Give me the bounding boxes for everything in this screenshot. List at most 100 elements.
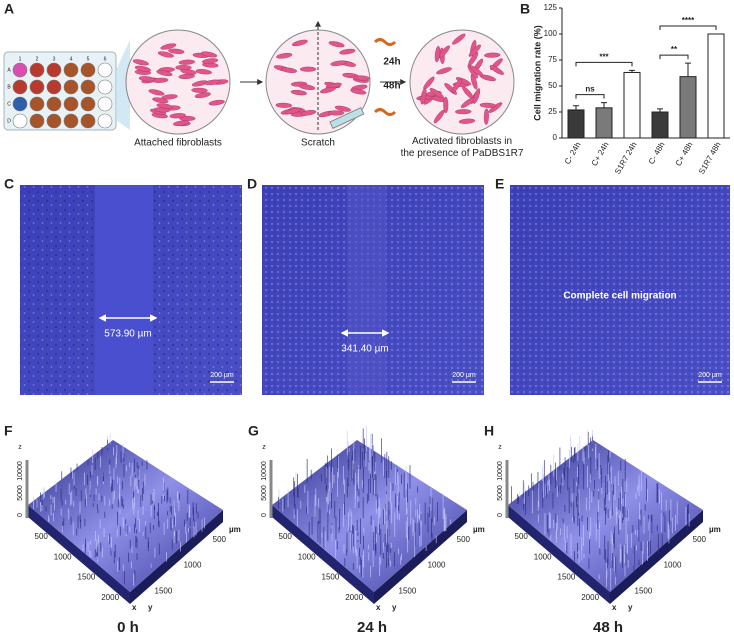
cell (350, 88, 367, 95)
cell (468, 44, 481, 57)
caption: 0 h (117, 619, 139, 636)
image-texture (510, 185, 730, 395)
cell (443, 96, 449, 114)
cell (204, 79, 221, 86)
x-label: x (132, 603, 137, 612)
well (97, 79, 113, 95)
micrograph: 573.90 µm 200 µm (20, 185, 242, 395)
cell (455, 109, 472, 115)
surface-plot: 0 5000 10000 z 500 1000 1500 2000 1500 1000 500 x y µ… (17, 433, 241, 636)
cell (180, 68, 197, 75)
x-tick-label: 500 (35, 532, 49, 541)
step-label-line: the presence of PaDBS1R7 (401, 148, 524, 159)
cell (138, 76, 156, 82)
cell (161, 94, 178, 100)
micrograph: Complete cell migration 200 µm (510, 185, 730, 395)
step-label-line: Activated fibroblasts in (412, 136, 512, 147)
panel-label: H (484, 423, 494, 439)
significance-bracket (659, 25, 717, 30)
surface-plot: 0 5000 10000 z 500 1000 1500 2000 1500 1000 500 x y µ… (497, 429, 721, 636)
cell (420, 88, 427, 105)
x-tick-label: 1500 (322, 573, 340, 582)
unit-label: µm (709, 525, 721, 534)
cell (160, 43, 177, 50)
x-tick-label: 1000 (54, 552, 72, 561)
cell (132, 59, 149, 66)
y-tick-label: 25 (548, 107, 557, 116)
significance-label: ** (671, 45, 678, 54)
y-tick-label: 50 (548, 81, 557, 90)
zoom-cone (116, 40, 130, 130)
cell (472, 88, 481, 104)
cell (330, 60, 347, 67)
surface-side (508, 505, 610, 604)
z-tick-label: 5000 (497, 485, 504, 501)
surface-side (130, 510, 223, 604)
well (29, 62, 45, 78)
z-label: z (262, 444, 266, 451)
cell (280, 67, 298, 73)
plate-column-label: 3 (53, 56, 56, 62)
x-tick-label: C+ 48h (674, 141, 695, 168)
cell (328, 41, 345, 48)
surface-side (272, 505, 374, 604)
well (46, 62, 62, 78)
cell (148, 89, 165, 96)
surface-side (610, 510, 703, 604)
cell (134, 65, 151, 72)
measurement: 341.40 µm (341, 344, 388, 355)
cell (168, 48, 185, 54)
panel-label: F (4, 423, 13, 439)
z-tick-label: 10000 (261, 461, 268, 481)
plate-column-label: 1 (19, 56, 22, 62)
plate-column-label: 5 (87, 56, 90, 62)
y-tick-label: 1000 (664, 561, 682, 570)
time-label: 24h (383, 57, 400, 68)
y-tick-label: 500 (693, 535, 707, 544)
well (80, 96, 96, 112)
significance-label: *** (599, 53, 609, 62)
cell (353, 75, 370, 81)
well (29, 96, 45, 112)
cell (169, 113, 186, 119)
well (63, 113, 79, 129)
y-tick-label: 0 (553, 133, 558, 142)
y-label: y (628, 603, 633, 612)
unit-label: µm (473, 525, 485, 534)
cell (320, 86, 336, 94)
cell (327, 110, 345, 116)
well (80, 79, 96, 95)
x-tick-label: S1R7 24h (613, 141, 639, 176)
cell (452, 33, 466, 45)
y-tick-label: 500 (213, 535, 227, 544)
time-label: 48h (383, 81, 400, 92)
plate-column-label: 6 (104, 56, 107, 62)
z-tick-label: 5000 (261, 485, 268, 501)
x-tick-label: C+ 24h (590, 141, 611, 168)
cell (172, 120, 190, 126)
z-label: z (498, 444, 502, 451)
surface-side (28, 505, 130, 604)
well (12, 79, 28, 95)
plate-column-label: 2 (36, 56, 39, 62)
cell (334, 105, 351, 112)
z-tick-label: 0 (497, 513, 504, 517)
cell (194, 92, 211, 99)
well (63, 96, 79, 112)
y-label: y (148, 603, 153, 612)
z-tick-label: 0 (17, 513, 24, 517)
well (12, 96, 28, 112)
cell (195, 69, 212, 75)
x-label: x (376, 603, 381, 612)
panel-label: D (247, 176, 257, 192)
well (46, 113, 62, 129)
measurement: 573.90 µm (104, 329, 151, 340)
well (46, 79, 62, 95)
cell (291, 39, 308, 47)
z-tick-label: 10000 (497, 461, 504, 481)
plate-row-label: A (7, 67, 11, 73)
plate-row-label: D (7, 118, 11, 124)
bar (651, 111, 669, 139)
well (29, 113, 45, 129)
step-label: Scratch (301, 138, 335, 149)
